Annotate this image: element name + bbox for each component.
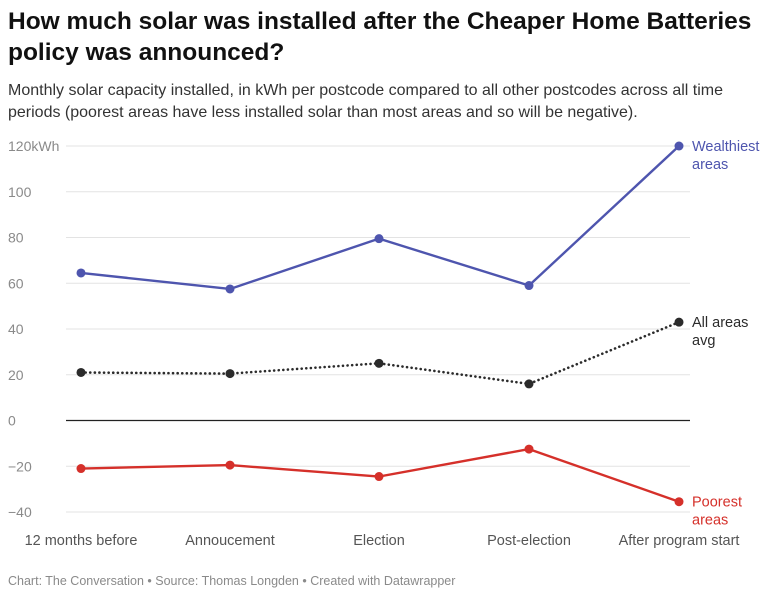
data-point [374,472,384,482]
x-tick-label: Election [353,533,405,549]
data-point [374,234,384,244]
chart-title: How much solar was installed after the C… [8,8,752,66]
y-tick-label: 100 [8,184,32,200]
x-tick-label: Post-election [487,533,571,549]
series-label: avg [692,333,715,349]
data-point [674,497,684,507]
series-label: areas [692,513,728,529]
y-axis-ticks: 120kWh 100 80 60 40 20 0 −20 −40 [8,138,59,520]
y-tick-label: 0 [8,413,16,429]
series-label: Wealthiest [692,139,759,155]
series-label: All areas [692,315,748,331]
series-label: areas [692,157,728,173]
data-point [76,367,86,377]
y-tick-label: 80 [8,230,24,246]
chart-footer: Chart: The Conversation • Source: Thomas… [8,574,456,588]
y-tick-label: 40 [8,321,24,337]
y-tick-label: 20 [8,367,24,383]
gridlines [66,145,690,513]
series-line [79,144,681,291]
y-tick-label: 120kWh [8,138,59,154]
data-point [76,464,86,474]
data-point [374,358,384,368]
series-lines [76,141,684,507]
x-tick-label: 12 months before [25,533,138,549]
data-point [225,460,235,470]
y-tick-label: −40 [8,504,32,520]
data-point [76,268,86,278]
data-point [674,317,684,327]
series-labels: Wealthiest areas All areas avg Poorest areas [692,139,759,529]
data-point [524,444,534,454]
data-point [524,281,534,291]
data-point [524,379,534,389]
x-axis-ticks: 12 months before Annoucement Election Post-… [25,533,740,549]
data-point [225,284,235,294]
y-tick-label: 60 [8,275,24,291]
y-tick-label: −20 [8,458,32,474]
data-point [225,369,235,379]
series-label: Poorest [692,495,742,511]
chart-subtitle: Monthly solar capacity installed, in kWh… [8,82,724,121]
x-tick-label: Annoucement [185,533,274,549]
x-tick-label: After program start [619,533,740,549]
data-point [674,141,684,151]
